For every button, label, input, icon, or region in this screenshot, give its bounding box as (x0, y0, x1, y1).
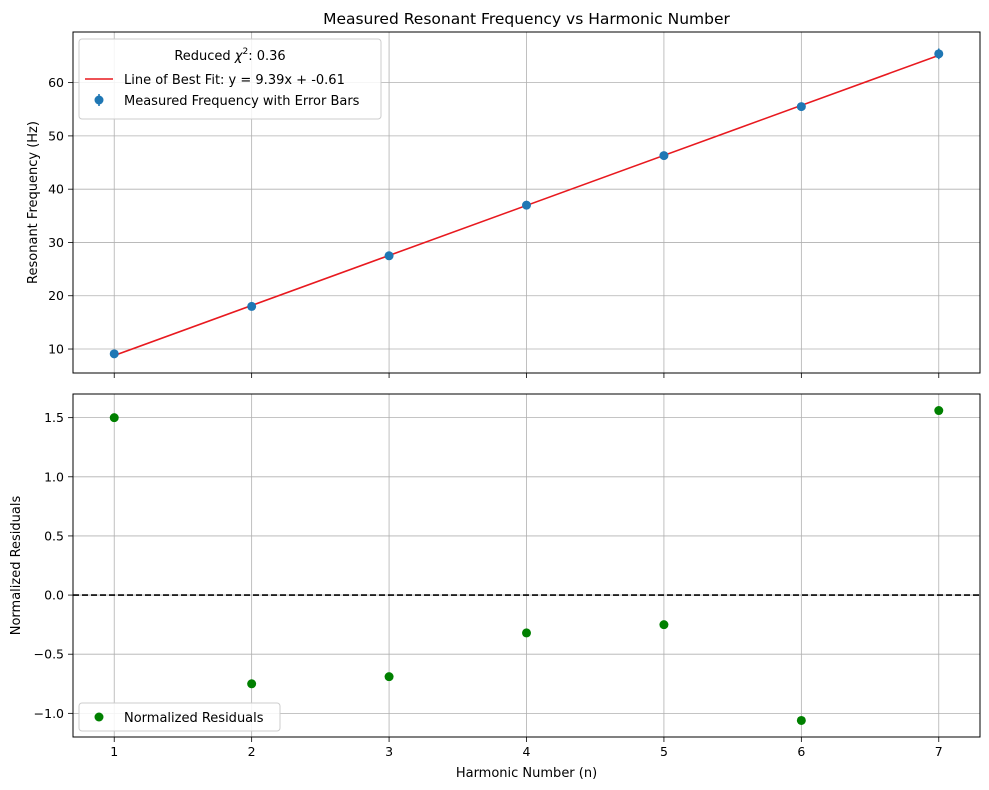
top-legend-title: Reduced χ2: 0.36 (174, 47, 285, 64)
measured-frequency-point (109, 349, 119, 359)
x-tick-label: 5 (660, 744, 668, 759)
top-legend: Reduced χ2: 0.36 Line of Best Fit: y = 9… (78, 38, 382, 120)
top-axes: Measured Resonant Frequency vs Harmonic … (26, 10, 981, 378)
residual-point (384, 672, 394, 682)
measured-frequency-point (659, 151, 669, 161)
y-tick-label: 1.5 (44, 410, 64, 425)
bottom-y-axis-label: Normalized Residuals (9, 496, 24, 636)
y-tick-label: 1.0 (44, 469, 64, 484)
measured-frequency-point (384, 251, 394, 261)
x-tick-label: 7 (935, 744, 943, 759)
x-tick-label: 6 (797, 744, 805, 759)
top-chart-title: Measured Resonant Frequency vs Harmonic … (323, 10, 730, 28)
x-tick-label: 2 (248, 744, 256, 759)
measured-frequency-point (934, 49, 944, 59)
residual-point (522, 628, 531, 638)
top-legend-box (78, 38, 382, 120)
bottom-ticks: 1 2 3 4 5 6 7 −1.0 −0.5 0.0 0.5 1.0 1.5 (34, 410, 943, 759)
residual-point (934, 406, 944, 416)
top-y-axis-label: Resonant Frequency (Hz) (26, 121, 41, 284)
x-axis-label: Harmonic Number (n) (456, 766, 597, 781)
y-tick-label: −1.0 (34, 706, 64, 721)
measured-frequency-point (522, 200, 531, 210)
residual-point (109, 413, 119, 423)
top-ticks: 10 20 30 40 50 60 (48, 75, 940, 378)
legend-label-measured-frequency: Measured Frequency with Error Bars (124, 94, 360, 109)
bottom-legend-box (78, 702, 281, 732)
y-tick-label: 50 (48, 128, 64, 143)
y-tick-label: 0.0 (44, 588, 64, 603)
legend-label-normalized-residuals: Normalized Residuals (124, 711, 264, 726)
top-series (109, 48, 944, 359)
top-grid (73, 32, 980, 373)
y-tick-label: 0.5 (44, 528, 64, 543)
y-tick-label: 60 (48, 75, 64, 90)
bottom-axes: 1 2 3 4 5 6 7 −1.0 −0.5 0.0 0.5 1.0 1.5 Harmonic Num… (9, 393, 981, 781)
y-tick-label: 30 (48, 235, 64, 250)
x-tick-label: 3 (385, 744, 393, 759)
y-tick-label: −0.5 (34, 647, 64, 662)
y-tick-label: 40 (48, 182, 64, 197)
y-tick-label: 10 (48, 342, 64, 357)
residual-point (659, 620, 669, 630)
x-tick-label: 1 (110, 744, 118, 759)
measured-frequency-point (796, 102, 806, 112)
residual-point (247, 679, 257, 689)
y-tick-label: 20 (48, 288, 64, 303)
legend-swatch-residuals-marker (94, 712, 104, 722)
legend-label-best-fit-line: Line of Best Fit: y = 9.39x + -0.61 (124, 73, 345, 88)
legend-swatch-errorbar-marker (94, 95, 104, 105)
bottom-series (109, 406, 944, 725)
residual-point (796, 715, 806, 725)
measured-frequency-point (247, 301, 257, 311)
bottom-legend: Normalized Residuals (78, 702, 281, 732)
x-tick-label: 4 (523, 744, 531, 759)
